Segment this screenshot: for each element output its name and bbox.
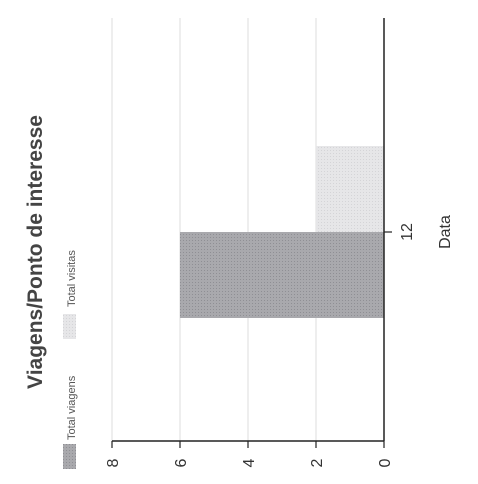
value-tick-label-6: 6 <box>173 458 190 467</box>
legend-swatch-total-viagens <box>63 444 76 469</box>
bar-total-viagens <box>180 232 384 318</box>
legend-swatch-total-visitas <box>63 314 76 339</box>
value-tick-labels: 0 2 4 6 8 <box>105 441 394 467</box>
gridlines <box>111 18 317 441</box>
value-tick-label-2: 2 <box>309 458 326 467</box>
value-tick-label-4: 4 <box>241 458 258 467</box>
bars <box>180 146 384 318</box>
legend: Total viagens Total visitas <box>63 250 78 469</box>
x-axis-title: Data <box>437 215 454 249</box>
chart-title: Viagens/Ponto de interesse <box>24 115 47 389</box>
value-tick-label-0: 0 <box>377 458 394 467</box>
bar-total-visitas <box>316 146 384 232</box>
legend-label-total-visitas: Total visitas <box>66 250 78 307</box>
value-tick-label-8: 8 <box>105 458 122 467</box>
category-label-12: 12 <box>399 223 416 241</box>
legend-label-total-viagens: Total viagens <box>66 375 78 440</box>
